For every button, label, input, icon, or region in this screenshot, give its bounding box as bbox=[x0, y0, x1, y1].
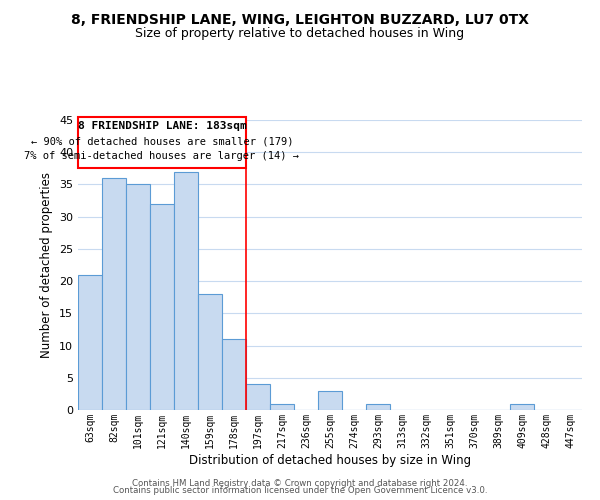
Bar bbox=[246, 384, 270, 410]
Text: 8 FRIENDSHIP LANE: 183sqm: 8 FRIENDSHIP LANE: 183sqm bbox=[77, 122, 247, 132]
FancyBboxPatch shape bbox=[78, 117, 246, 168]
Text: Contains HM Land Registry data © Crown copyright and database right 2024.: Contains HM Land Registry data © Crown c… bbox=[132, 478, 468, 488]
Bar bbox=[198, 294, 222, 410]
Bar bbox=[510, 404, 534, 410]
Text: 7% of semi-detached houses are larger (14) →: 7% of semi-detached houses are larger (1… bbox=[25, 151, 299, 161]
Bar bbox=[78, 274, 102, 410]
Bar bbox=[366, 404, 390, 410]
Bar bbox=[222, 339, 246, 410]
Bar bbox=[318, 390, 342, 410]
Text: 8, FRIENDSHIP LANE, WING, LEIGHTON BUZZARD, LU7 0TX: 8, FRIENDSHIP LANE, WING, LEIGHTON BUZZA… bbox=[71, 12, 529, 26]
Text: Contains public sector information licensed under the Open Government Licence v3: Contains public sector information licen… bbox=[113, 486, 487, 495]
Bar bbox=[270, 404, 294, 410]
Bar bbox=[102, 178, 126, 410]
Text: Size of property relative to detached houses in Wing: Size of property relative to detached ho… bbox=[136, 28, 464, 40]
Bar bbox=[126, 184, 150, 410]
Text: ← 90% of detached houses are smaller (179): ← 90% of detached houses are smaller (17… bbox=[31, 136, 293, 146]
X-axis label: Distribution of detached houses by size in Wing: Distribution of detached houses by size … bbox=[189, 454, 471, 466]
Y-axis label: Number of detached properties: Number of detached properties bbox=[40, 172, 53, 358]
Bar bbox=[150, 204, 174, 410]
Bar bbox=[174, 172, 198, 410]
